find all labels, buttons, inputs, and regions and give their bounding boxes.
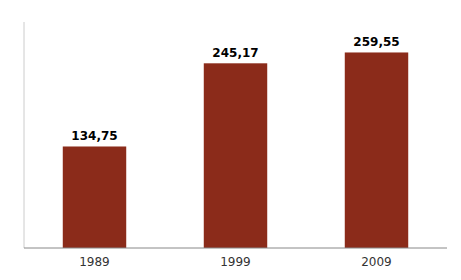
x-axis-line [24, 248, 447, 249]
chart-svg: 1989 1999 2009 134,75 245,17 259,55 [0, 0, 461, 280]
x-tick-label: 1999 [220, 255, 251, 269]
chart-container: 1989 1999 2009 134,75 245,17 259,55 [0, 0, 461, 280]
x-tick-label: 2009 [361, 255, 392, 269]
bar [345, 52, 408, 248]
data-label: 259,55 [353, 35, 399, 49]
bar [204, 63, 267, 248]
bar [63, 146, 126, 248]
data-label: 245,17 [212, 46, 258, 60]
y-axis-line [24, 22, 25, 248]
x-tick-label: 1989 [79, 255, 110, 269]
bars [63, 52, 408, 248]
data-label: 134,75 [71, 129, 117, 143]
